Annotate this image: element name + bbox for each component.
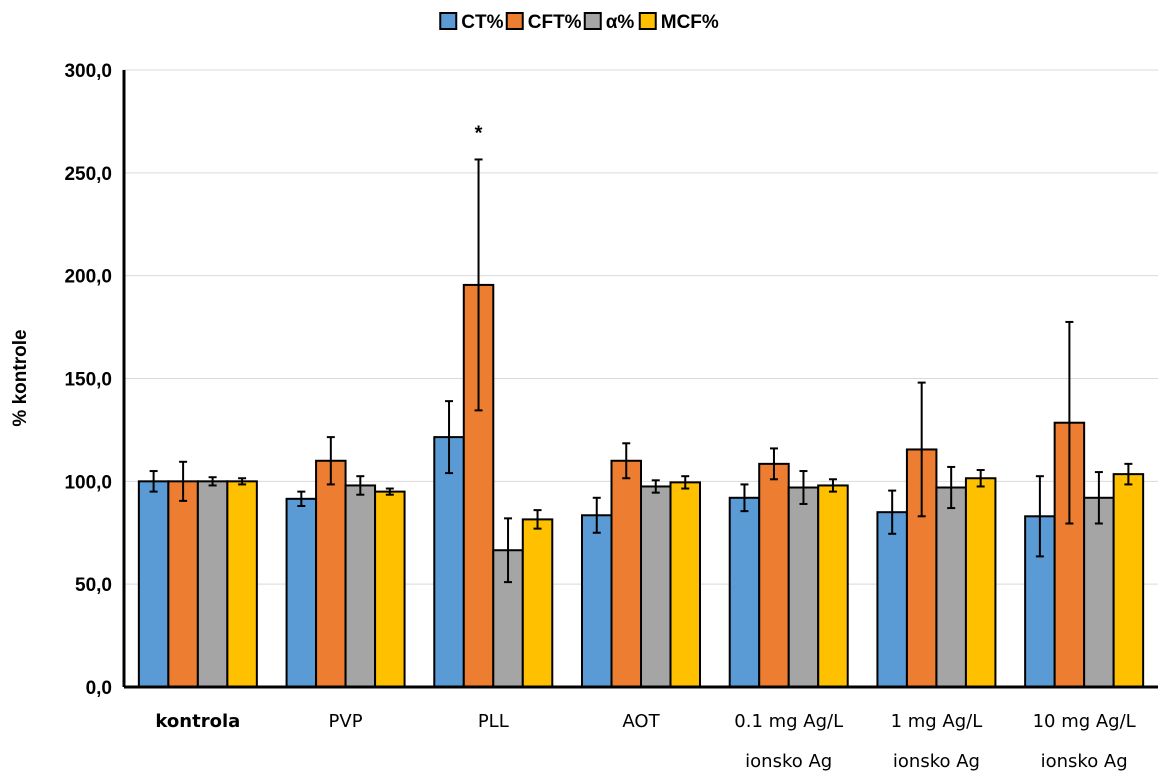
bar — [374, 490, 406, 688]
bar — [610, 459, 642, 688]
bar — [285, 497, 318, 688]
bar — [1083, 496, 1115, 688]
bars — [137, 283, 1145, 689]
legend-swatch — [583, 12, 602, 30]
legend-label: MCF% — [661, 12, 719, 33]
legend-swatch — [638, 12, 657, 30]
error-bars — [149, 158, 1133, 584]
bar — [787, 486, 820, 688]
x-tick-label: 10 mg Ag/L — [1033, 711, 1136, 732]
bar — [935, 486, 967, 688]
legend: CT% CFT% α% MCF% — [439, 12, 719, 33]
x-tick-label: AOT — [622, 711, 660, 732]
legend-swatch — [439, 12, 458, 30]
bar — [433, 436, 465, 688]
bar — [728, 496, 761, 688]
y-tick-label: 300,0 — [64, 61, 112, 82]
x-tick-label: 1 mg Ag/L — [891, 711, 983, 732]
y-tick-label: 50,0 — [75, 575, 112, 596]
bar — [758, 462, 790, 688]
bar — [137, 480, 170, 689]
bar — [344, 484, 377, 688]
legend-label: α% — [606, 12, 635, 33]
x-tick-label: PVP — [329, 711, 363, 732]
bar — [964, 477, 997, 688]
y-tick-label: 150,0 — [64, 370, 112, 391]
x-tick-label: kontrola — [155, 711, 240, 732]
bar — [640, 485, 672, 688]
legend-swatch — [505, 12, 524, 30]
y-tick-label: 100,0 — [64, 472, 112, 493]
legend-label: CT% — [461, 12, 503, 33]
bar — [876, 511, 908, 689]
x-tick-label: ionsko Ag — [745, 751, 832, 772]
bar — [167, 480, 199, 689]
bar — [196, 480, 229, 689]
bar — [226, 480, 258, 689]
y-tick-label: 250,0 — [64, 164, 112, 185]
y-axis-ticks: 0,0 50,0 100,0 150,0 200,0 250,0 300,0 — [64, 61, 112, 699]
significance-marker: * — [475, 122, 483, 144]
y-tick-label: 0,0 — [86, 678, 112, 699]
legend-label: CFT% — [528, 12, 582, 33]
bar — [521, 518, 554, 688]
bar — [1112, 473, 1145, 689]
y-tick-label: 200,0 — [64, 267, 112, 288]
bar — [581, 514, 613, 688]
annotations: * — [475, 122, 483, 144]
x-tick-label: ionsko Ag — [893, 751, 980, 772]
bar — [315, 459, 347, 688]
bar — [817, 484, 849, 688]
x-tick-label: PLL — [478, 711, 509, 732]
x-axis-labels: kontrola PVP PLL AOT 0.1 mg Ag/L ionsko Ag 1 m… — [155, 711, 1135, 772]
axes — [122, 70, 1158, 689]
y-axis-label: % kontrole — [10, 329, 31, 426]
bar — [669, 481, 701, 688]
x-tick-label: ionsko Ag — [1041, 751, 1128, 772]
x-tick-label: 0.1 mg Ag/L — [734, 711, 843, 732]
